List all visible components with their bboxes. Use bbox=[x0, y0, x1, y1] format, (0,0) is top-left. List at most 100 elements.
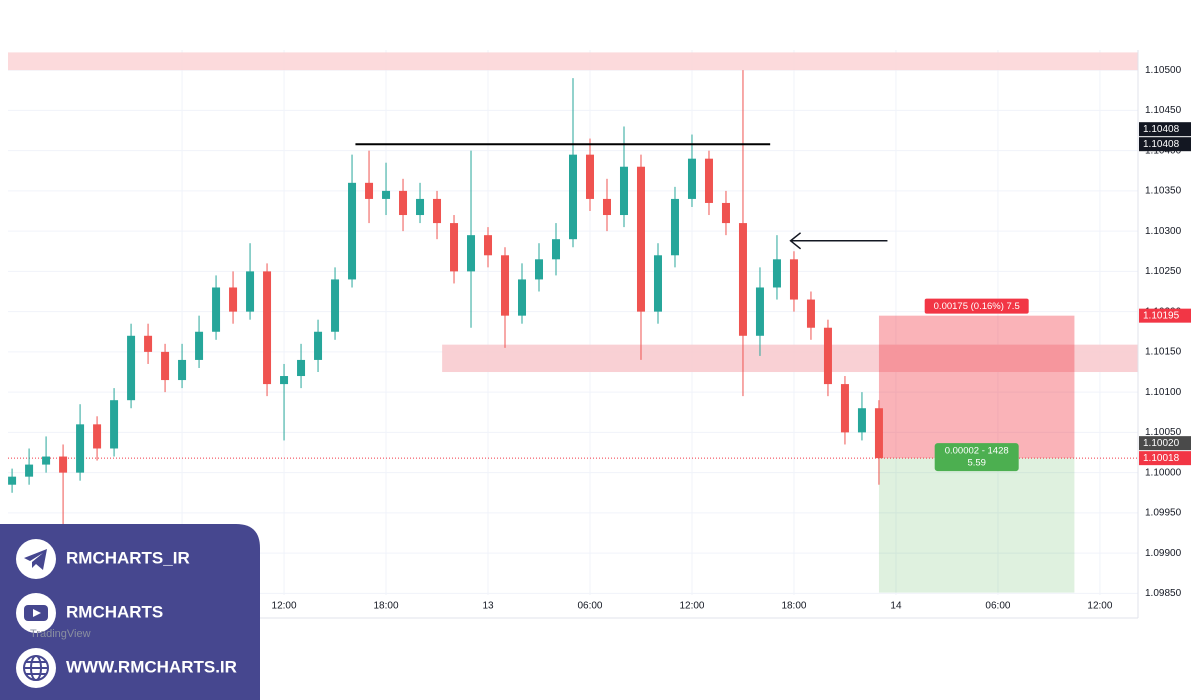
price-label: 1.10408 bbox=[1143, 139, 1180, 150]
candle-body bbox=[653, 255, 662, 312]
candle-body bbox=[789, 259, 798, 300]
candle-body bbox=[636, 166, 645, 312]
web-glyph bbox=[23, 655, 49, 681]
candle-body bbox=[161, 351, 170, 381]
y-tick-label: 1.09850 bbox=[1145, 588, 1182, 599]
candle-body bbox=[467, 235, 476, 272]
brand-text: RMCHARTS_IR bbox=[66, 548, 190, 567]
branding-panel: RMCHARTS_IR RMCHARTS WWW.RMCHARTS.IR bbox=[0, 524, 260, 700]
price-label: 1.10020 bbox=[1143, 438, 1180, 449]
candle-body bbox=[806, 299, 815, 328]
candle-body bbox=[59, 456, 68, 473]
candle-body bbox=[212, 287, 221, 332]
candle-body bbox=[874, 408, 883, 459]
candle-body bbox=[450, 223, 459, 272]
candle-body bbox=[8, 476, 17, 485]
candle-body bbox=[484, 235, 493, 256]
target-zone bbox=[878, 458, 1075, 593]
price-label: 1.10018 bbox=[1143, 453, 1180, 464]
candle-body bbox=[365, 182, 374, 199]
candle-body bbox=[127, 335, 136, 401]
candle-body bbox=[535, 259, 544, 280]
target-label: 0.00002 - 1428 bbox=[945, 446, 1009, 457]
price-label-box bbox=[1139, 451, 1191, 466]
stop-zone bbox=[878, 315, 1075, 459]
candle-body bbox=[433, 198, 442, 224]
candle-body bbox=[280, 376, 289, 385]
candle-body bbox=[619, 166, 628, 216]
candle-body bbox=[721, 202, 730, 224]
brand-text: RMCHARTS bbox=[66, 602, 163, 621]
candle-body bbox=[348, 182, 357, 280]
youtube-play bbox=[33, 609, 41, 617]
y-tick-label: 1.10050 bbox=[1145, 427, 1182, 438]
candle-body bbox=[25, 464, 34, 477]
price-label-box bbox=[1139, 308, 1191, 323]
x-tick-label: 14 bbox=[890, 601, 902, 612]
x-tick-label: 12:00 bbox=[272, 601, 297, 612]
y-tick-label: 1.10150 bbox=[1145, 347, 1182, 358]
candle-body bbox=[823, 327, 832, 385]
target-label: 5.59 bbox=[967, 458, 986, 469]
x-tick-label: 06:00 bbox=[577, 601, 602, 612]
candle-body bbox=[552, 239, 561, 260]
y-tick-label: 1.10500 bbox=[1145, 65, 1182, 76]
price-label: 1.10195 bbox=[1143, 310, 1180, 321]
candle-body bbox=[501, 255, 510, 316]
stop-label: 0.00175 (0.16%) 7.5 bbox=[934, 301, 1020, 312]
candle-body bbox=[246, 271, 255, 312]
candle-body bbox=[416, 198, 425, 216]
candle-body bbox=[144, 335, 153, 352]
candle-body bbox=[76, 424, 85, 473]
candle-body bbox=[42, 456, 51, 465]
arrow bbox=[789, 232, 888, 250]
y-tick-label: 1.10000 bbox=[1145, 467, 1182, 478]
x-tick-label: 13 bbox=[482, 601, 494, 612]
zone bbox=[442, 344, 1138, 373]
candle-body bbox=[314, 331, 323, 360]
watermark: TradingView bbox=[30, 628, 91, 640]
candle-body bbox=[670, 198, 679, 256]
y-tick-label: 1.10250 bbox=[1145, 266, 1182, 277]
candle-body bbox=[110, 400, 119, 449]
price-label: 1.10408 bbox=[1143, 124, 1180, 135]
candle-body bbox=[704, 158, 713, 203]
y-tick-label: 1.09950 bbox=[1145, 508, 1182, 519]
price-label-box bbox=[1139, 436, 1191, 451]
candle-body bbox=[297, 359, 306, 377]
candle-body bbox=[755, 287, 764, 336]
panel bbox=[0, 524, 260, 700]
y-tick-label: 1.10450 bbox=[1145, 105, 1182, 116]
y-tick-label: 1.10100 bbox=[1145, 387, 1182, 398]
price-label-box bbox=[1139, 137, 1191, 152]
candle-body bbox=[772, 259, 781, 288]
price-label-box bbox=[1139, 122, 1191, 137]
candle-body bbox=[840, 384, 849, 433]
x-tick-label: 18:00 bbox=[374, 601, 399, 612]
x-tick-label: 12:00 bbox=[679, 601, 704, 612]
candle-body bbox=[382, 190, 391, 199]
zones bbox=[8, 52, 1138, 593]
candle-body bbox=[93, 424, 102, 449]
candle-body bbox=[687, 158, 696, 199]
y-tick-label: 1.10300 bbox=[1145, 226, 1182, 237]
candle-body bbox=[518, 279, 527, 316]
stop-label-box bbox=[924, 298, 1029, 314]
candle-body bbox=[857, 408, 866, 433]
y-tick-label: 1.09900 bbox=[1145, 548, 1182, 559]
candle-body bbox=[195, 331, 204, 360]
candle-body bbox=[738, 223, 747, 336]
candles bbox=[8, 70, 883, 538]
telegram-glyph bbox=[24, 549, 47, 570]
candle-body bbox=[331, 279, 340, 332]
candle-body bbox=[585, 154, 594, 199]
x-tick-label: 18:00 bbox=[781, 601, 806, 612]
candle-body bbox=[569, 154, 577, 240]
zone bbox=[8, 52, 1138, 71]
candle-body bbox=[229, 287, 238, 312]
y-tick-label: 1.10350 bbox=[1145, 186, 1182, 197]
candle-body bbox=[602, 198, 611, 216]
candle-body bbox=[178, 359, 187, 381]
